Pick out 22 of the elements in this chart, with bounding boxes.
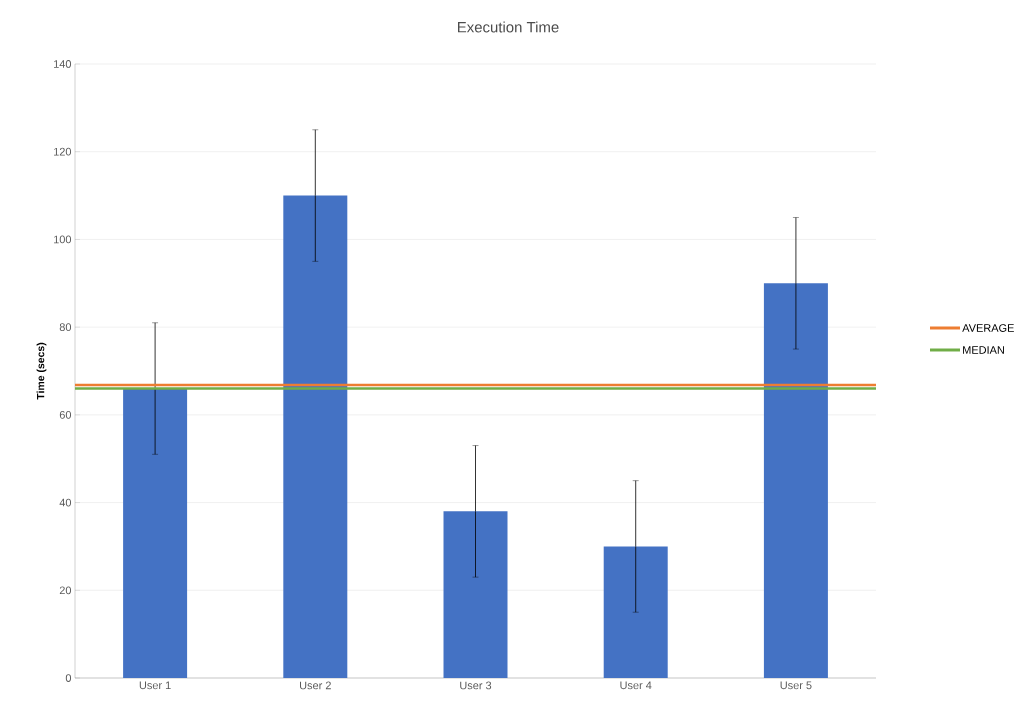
x-tick-label: User 5 xyxy=(780,681,812,690)
y-tick-label: 0 xyxy=(65,674,72,682)
legend-label: MEDIAN xyxy=(963,346,1004,354)
y-tick-label: 120 xyxy=(54,147,72,156)
bar xyxy=(283,195,348,678)
bar xyxy=(603,546,668,678)
legend-label: AVERAGE xyxy=(962,324,1014,332)
bar xyxy=(443,511,508,678)
y-tick-label: 20 xyxy=(59,586,72,595)
y-tick-label: 140 xyxy=(54,60,72,68)
y-tick-label: 60 xyxy=(59,410,72,419)
bar xyxy=(123,388,188,678)
bar xyxy=(763,283,828,678)
y-axis-title: Time (secs) xyxy=(36,342,47,400)
chart-title: Execution Time xyxy=(458,21,559,33)
y-tick-label: 100 xyxy=(54,235,72,244)
x-tick-label: User 1 xyxy=(139,681,171,690)
y-tick-label: 80 xyxy=(59,323,72,332)
x-tick-label: User 4 xyxy=(620,681,652,690)
x-tick-label: User 2 xyxy=(300,681,331,690)
x-tick-label: User 3 xyxy=(460,681,492,690)
y-tick-label: 40 xyxy=(59,498,72,507)
